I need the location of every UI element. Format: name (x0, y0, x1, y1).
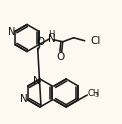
Text: N: N (8, 27, 15, 37)
Text: 3: 3 (94, 93, 98, 98)
Text: N: N (48, 34, 56, 44)
Text: H: H (49, 30, 55, 39)
Text: N: N (33, 76, 41, 86)
Text: CH: CH (88, 90, 100, 98)
Text: O: O (57, 52, 65, 62)
Text: N: N (20, 94, 28, 105)
Text: Cl: Cl (91, 36, 101, 46)
Text: O: O (37, 37, 45, 47)
